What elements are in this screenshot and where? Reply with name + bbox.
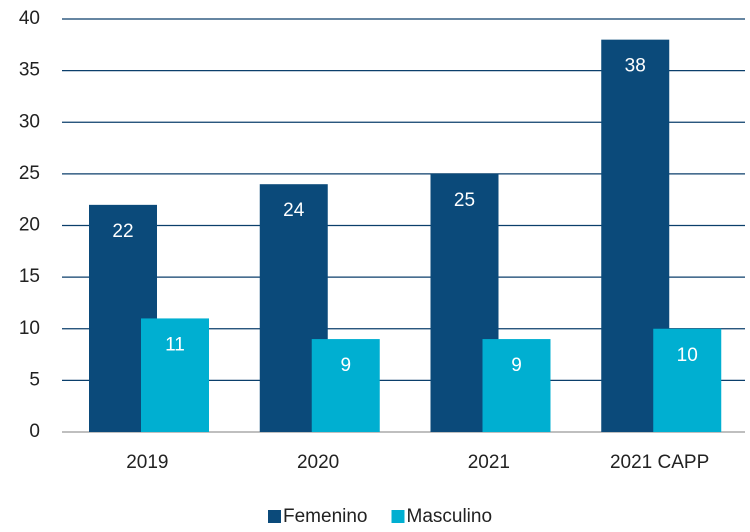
y-tick-label: 15 — [19, 266, 40, 287]
x-tick-label: 2021 CAPP — [610, 452, 709, 473]
legend-label: Femenino — [283, 506, 368, 527]
bar — [141, 318, 209, 432]
y-tick-label: 0 — [29, 421, 40, 442]
y-tick-label: 35 — [19, 60, 40, 81]
bar — [653, 328, 722, 432]
legend-swatch — [391, 510, 405, 523]
legend-swatch — [268, 510, 281, 523]
y-tick-label: 20 — [19, 215, 40, 236]
y-tick-label: 10 — [19, 318, 40, 339]
x-tick-label: 2020 — [297, 452, 339, 473]
data-label: 24 — [283, 200, 305, 221]
data-label: 25 — [454, 190, 475, 211]
y-tick-label: 5 — [29, 369, 40, 390]
legend-label: Masculino — [407, 506, 493, 527]
data-label: 38 — [625, 56, 646, 77]
data-label: 11 — [165, 334, 185, 355]
data-label: 9 — [340, 355, 351, 376]
y-tick-label: 25 — [19, 163, 40, 184]
data-label: 10 — [677, 345, 698, 366]
bar — [311, 339, 380, 432]
bar — [482, 339, 551, 432]
x-tick-label: 2019 — [126, 452, 168, 473]
data-label: 9 — [511, 355, 522, 376]
y-tick-label: 40 — [19, 8, 40, 29]
x-tick-label: 2021 — [468, 452, 510, 473]
data-label: 22 — [112, 221, 133, 242]
y-tick-label: 30 — [19, 111, 40, 132]
